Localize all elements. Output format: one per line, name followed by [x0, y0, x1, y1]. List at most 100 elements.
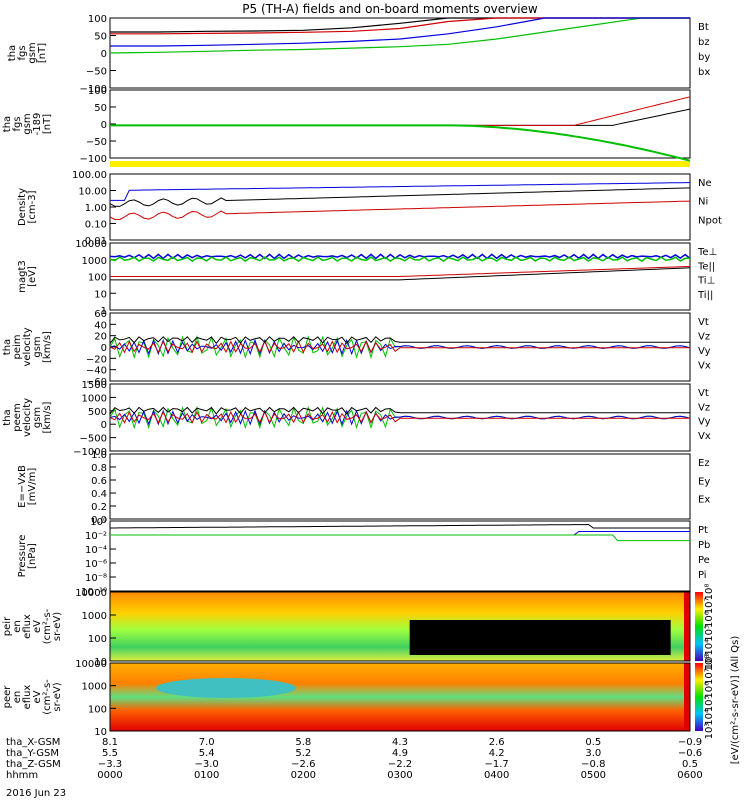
ytick-label: 50	[94, 103, 107, 114]
trace-pi	[110, 531, 690, 536]
ytick-label: 0	[101, 120, 107, 131]
ylabel-line: en	[12, 691, 23, 704]
trace-ne	[109, 200, 691, 221]
colorbar-scale	[695, 663, 703, 731]
legend-Vy: Vy	[698, 346, 711, 357]
ylabel-line: peer	[2, 685, 13, 709]
legend-Vx: Vx	[698, 431, 711, 442]
trace-ni	[109, 187, 691, 207]
ylabel-line: eV	[32, 620, 43, 633]
legend-Ti⊥: Ti⊥	[697, 276, 715, 287]
trace-vt-4	[109, 336, 690, 345]
panel-temp: 10000 1000 100 10 1 magt3 [eV] Te⊥ Te|| Ti⊥ Ti||	[17, 239, 717, 317]
legend-Npot: Npot	[698, 215, 722, 226]
legend-Bt: Bt	[698, 22, 709, 33]
x-tick-value: 0100	[194, 770, 219, 781]
x-tick-value: 5.4	[199, 748, 215, 759]
ytick-label: 100	[88, 634, 107, 645]
ytick-label: 1500	[82, 380, 107, 391]
series-by	[109, 17, 690, 54]
x-tick-value: 0000	[97, 770, 122, 781]
ylabel-line: (cm²-s-	[42, 608, 53, 644]
colorbar-label: 10⁷	[704, 668, 715, 685]
ytick-label: 10⁻⁶	[85, 559, 107, 570]
x-row-label: tha_Z-GSM	[6, 759, 61, 770]
ytick-label: −60	[86, 377, 107, 388]
x-row-label: hhmm	[6, 770, 38, 781]
ytick-label: 10	[94, 657, 107, 668]
figure-title: P5 (TH-A) fields and on-board moments ov…	[242, 2, 538, 16]
colorbar-label: 10⁸	[704, 584, 715, 601]
trace-ti-par	[109, 256, 691, 263]
ytick-label: 100	[88, 704, 107, 715]
ylabel-line: eflux	[22, 685, 33, 710]
ytick-label: 10	[94, 727, 107, 738]
x-tick-value: −3.0	[195, 759, 219, 770]
x-tick-value: −3.3	[98, 759, 122, 770]
ylabel-line: eV	[32, 690, 43, 703]
ytick-label: 10⁻⁸	[85, 573, 107, 584]
ytick-label: 0.6	[91, 476, 107, 487]
trace-vx-4	[109, 338, 691, 356]
colorbar-scale	[695, 592, 703, 661]
ytick-label: 0	[101, 343, 107, 354]
legend-Te⊥: Te⊥	[697, 247, 717, 258]
x-tick-value: 0200	[291, 770, 316, 781]
ylabel-line: [nT]	[37, 43, 48, 63]
ylabel-line: (cm²-s-	[42, 679, 53, 715]
panel-frame-efield	[109, 453, 691, 520]
trace-fgs2-black	[110, 108, 691, 126]
ytick-label: 0.01	[85, 236, 107, 247]
ytick-label: 500	[88, 407, 107, 418]
colorbar-title: [eV/(cm²-s-sr-eV)] (All Qs)	[730, 636, 741, 765]
legend-Ni: Ni	[698, 197, 708, 208]
ytick-label: 0.4	[91, 489, 107, 500]
legend-Vz: Vz	[698, 332, 710, 343]
ytick-label: 1000	[82, 393, 107, 404]
ylabel-line: tha	[2, 116, 13, 132]
ylabel-line: velocity	[22, 327, 33, 366]
ylabel-line: [cm-3]	[27, 190, 38, 223]
panel-frame-peir	[109, 591, 691, 662]
x-tick-value: 4.2	[489, 748, 505, 759]
colorbar-label: 10³	[704, 653, 715, 670]
x-tick-value: 0500	[581, 770, 606, 781]
trace-vz-5	[109, 410, 690, 424]
legend-Ex: Ex	[698, 495, 710, 506]
x-tick-value: 5.8	[295, 737, 311, 748]
ylabel-line: [nPa]	[27, 543, 38, 569]
legend-by: by	[698, 52, 710, 63]
ylabel-line: E=−VxB	[17, 465, 28, 508]
colorbar-label: 10³	[704, 723, 715, 740]
ylabel-line: tha	[2, 409, 13, 425]
ytick-label: 1000	[82, 256, 107, 267]
x-tick-value: 0.5	[682, 759, 698, 770]
ytick-label: 1	[101, 306, 107, 317]
x-tick-value: 5.2	[295, 748, 311, 759]
ytick-label: 100	[88, 14, 107, 25]
legend-Te||: Te||	[697, 261, 715, 272]
colorbar-label: 10⁴	[704, 639, 715, 656]
date-label: 2016 Jun 23	[6, 788, 66, 799]
colorbar-label: 10⁵	[704, 695, 715, 712]
ytick-label: 10.00	[78, 187, 107, 198]
legend-bx: bx	[698, 67, 710, 78]
spectrogram-cool-region	[156, 678, 296, 698]
ytick-label: 60	[94, 309, 107, 320]
panel-pressure: 10⁰ 10⁻² 10⁻⁴ 10⁻⁶ 10⁻⁸ 10⁻¹⁰ Pressure [nPa] Pt P…	[17, 517, 710, 598]
ylabel-line: sr-eV)	[52, 612, 63, 641]
ytick-label: 10⁻⁴	[85, 545, 107, 556]
x-tick-value: 7.0	[199, 737, 215, 748]
ytick-label: 0	[101, 420, 107, 431]
ylabel-line: tha	[0, 689, 3, 705]
x-tick-value: 0600	[677, 770, 702, 781]
legend-Vy: Vy	[698, 417, 711, 428]
series-Bt	[110, 17, 690, 33]
x-tick-value: 0.5	[585, 737, 601, 748]
legend-Pi: Pi	[698, 570, 707, 581]
colorbar-label: 10⁷	[704, 597, 715, 614]
mode-bar	[110, 161, 690, 167]
ylabel-line: gsm	[22, 113, 33, 134]
